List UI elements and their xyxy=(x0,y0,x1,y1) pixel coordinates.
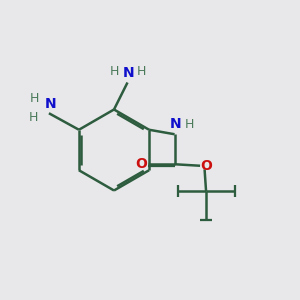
Text: N: N xyxy=(45,97,56,111)
Text: N: N xyxy=(169,117,181,131)
Text: H: H xyxy=(110,64,120,78)
Text: H: H xyxy=(136,64,146,78)
Text: H: H xyxy=(29,111,39,124)
Text: O: O xyxy=(135,157,147,171)
Text: O: O xyxy=(200,159,212,173)
Text: H: H xyxy=(30,92,39,105)
Text: N: N xyxy=(122,66,134,80)
Text: H: H xyxy=(185,118,194,131)
